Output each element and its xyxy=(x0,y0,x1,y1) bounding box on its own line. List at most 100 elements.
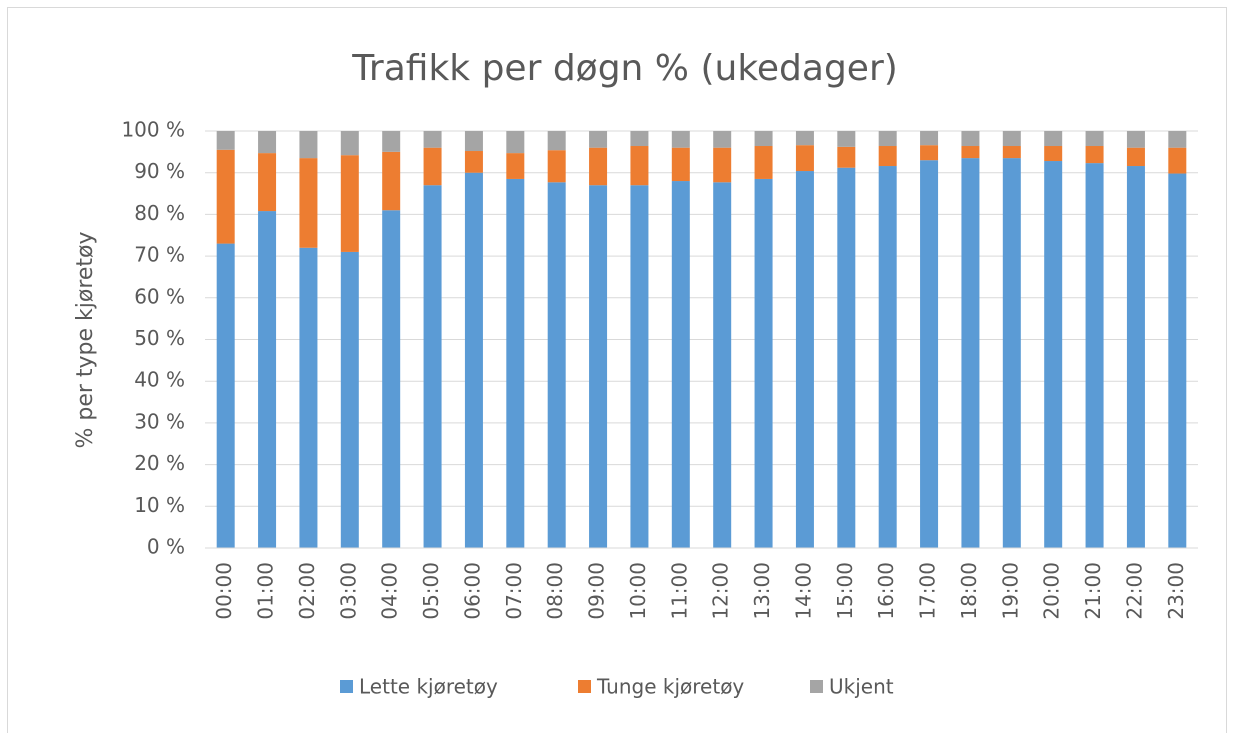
bar-segment xyxy=(216,131,235,150)
bar-segment xyxy=(878,131,897,147)
x-tick-label: 01:00 xyxy=(254,562,278,620)
bar-segment xyxy=(713,147,732,183)
bar-segment xyxy=(216,243,235,548)
x-tick-label: 05:00 xyxy=(419,562,443,620)
bar-segment xyxy=(920,131,939,146)
y-tick-label: 80 % xyxy=(134,201,185,225)
bar-segment xyxy=(1044,131,1063,147)
bar-segment xyxy=(547,150,566,183)
bar-segment xyxy=(464,151,483,173)
chart-frame xyxy=(7,7,1227,733)
bar-segment xyxy=(258,211,277,548)
bar-segment xyxy=(547,131,566,151)
y-tick-label: 20 % xyxy=(134,451,185,475)
bar-segment xyxy=(589,147,608,186)
x-tick-label: 19:00 xyxy=(998,562,1022,620)
bar-segment xyxy=(299,131,318,159)
bar-segment xyxy=(878,166,897,548)
y-tick-label: 100 % xyxy=(121,118,185,142)
bar-segment xyxy=(340,155,359,252)
legend-label: Lette kjøretøy xyxy=(359,675,498,699)
x-tick-label: 20:00 xyxy=(1040,562,1064,620)
x-tick-label: 10:00 xyxy=(626,562,650,620)
bar-segment xyxy=(547,182,566,548)
bar-segment xyxy=(920,160,939,548)
x-tick-label: 16:00 xyxy=(874,562,898,620)
bar-segment xyxy=(340,131,359,156)
bar-segment xyxy=(1044,146,1063,162)
bar-segment xyxy=(1085,146,1104,164)
y-tick-label: 30 % xyxy=(134,409,185,433)
bar-segment xyxy=(795,131,814,146)
x-tick-label: 12:00 xyxy=(709,562,733,620)
bar-segment xyxy=(630,131,649,147)
y-axis-label: % per type kjøretøy xyxy=(73,231,98,448)
bar-segment xyxy=(1168,173,1187,548)
x-tick-label: 03:00 xyxy=(336,562,360,620)
bar-segment xyxy=(382,151,401,211)
bar-segment xyxy=(795,171,814,549)
x-tick-label: 18:00 xyxy=(957,562,981,620)
bar-segment xyxy=(299,247,318,548)
bar-segment xyxy=(837,146,856,168)
bar-segment xyxy=(340,251,359,548)
bar-segment xyxy=(1126,131,1145,148)
bar-segment xyxy=(671,131,690,148)
bar-segment xyxy=(506,153,525,179)
x-tick-label: 04:00 xyxy=(378,562,402,620)
x-tick-label: 02:00 xyxy=(295,562,319,620)
x-tick-label: 22:00 xyxy=(1122,562,1146,620)
bar-segment xyxy=(671,181,690,549)
legend-label: Tunge kjøretøy xyxy=(596,675,744,699)
x-tick-label: 21:00 xyxy=(1081,562,1105,620)
bar-segment xyxy=(630,146,649,186)
bar-segment xyxy=(713,182,732,548)
bar-segment xyxy=(1168,147,1187,174)
x-tick-label: 06:00 xyxy=(460,562,484,620)
x-tick-label: 09:00 xyxy=(585,562,609,620)
x-tick-label: 15:00 xyxy=(833,562,857,620)
y-tick-label: 50 % xyxy=(134,326,185,350)
bar-segment xyxy=(589,185,608,548)
bar-segment xyxy=(258,131,277,154)
y-tick-label: 0 % xyxy=(147,535,185,559)
bar-segment xyxy=(713,131,732,148)
bar-segment xyxy=(216,149,235,244)
bar-segment xyxy=(754,178,773,548)
legend-swatch xyxy=(810,680,823,693)
bar-segment xyxy=(795,145,814,172)
bar-segment xyxy=(382,210,401,549)
bar-segment xyxy=(1002,146,1021,159)
bar-segment xyxy=(961,146,980,159)
bar-segment xyxy=(423,147,442,186)
x-tick-label: 14:00 xyxy=(791,562,815,620)
bar-segment xyxy=(423,185,442,548)
x-tick-label: 07:00 xyxy=(502,562,526,620)
x-tick-label: 11:00 xyxy=(667,562,691,620)
y-tick-label: 70 % xyxy=(134,243,185,267)
bar-segment xyxy=(589,131,608,148)
bar-segment xyxy=(464,172,483,548)
bar-segment xyxy=(630,185,649,548)
x-tick-label: 17:00 xyxy=(916,562,940,620)
bar-segment xyxy=(754,131,773,147)
bar-segment xyxy=(464,131,483,152)
chart-title: Trafikk per døgn % (ukedager) xyxy=(351,48,898,89)
bar-segment xyxy=(961,131,980,147)
bar-segment xyxy=(1126,147,1145,167)
bar-segment xyxy=(1085,163,1104,548)
y-tick-label: 90 % xyxy=(134,159,185,183)
bar-segment xyxy=(1168,131,1187,148)
bar-segment xyxy=(920,145,939,161)
legend-swatch xyxy=(578,680,591,693)
bar-segment xyxy=(837,167,856,549)
bar-segment xyxy=(382,131,401,152)
bar-segment xyxy=(837,131,856,147)
legend-swatch xyxy=(340,680,353,693)
bar-segment xyxy=(671,147,690,182)
x-tick-label: 23:00 xyxy=(1164,562,1188,620)
y-tick-label: 60 % xyxy=(134,284,185,308)
legend-label: Ukjent xyxy=(829,675,894,699)
bar-segment xyxy=(506,131,525,154)
